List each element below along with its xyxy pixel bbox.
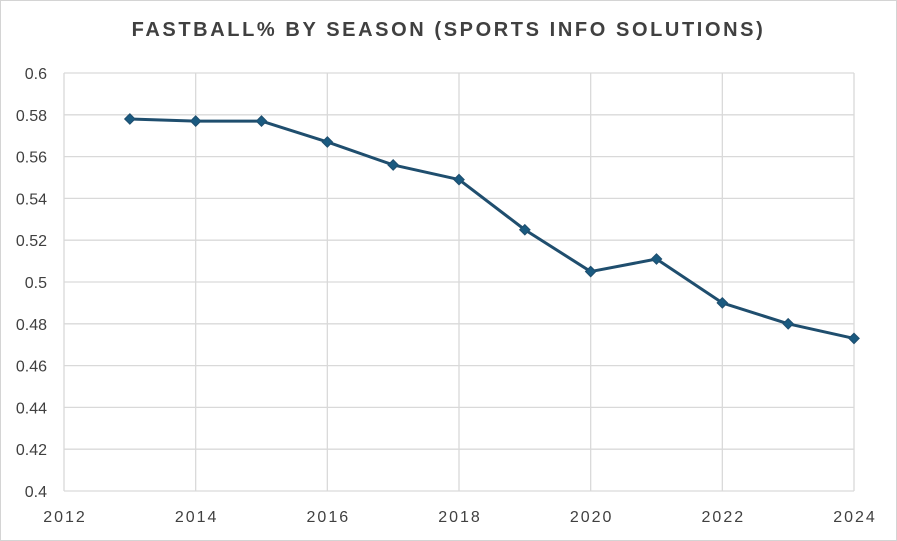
data-point-marker <box>782 317 795 330</box>
x-tick-label: 2014 <box>175 509 219 526</box>
x-tick-label: 2022 <box>702 509 746 526</box>
data-point-marker <box>123 113 136 125</box>
y-tick-label: 0.44 <box>16 400 47 417</box>
y-tick-label: 0.54 <box>16 191 47 208</box>
x-tick-label: 2018 <box>438 509 482 526</box>
data-point-marker <box>453 173 465 186</box>
y-tick-label: 0.6 <box>25 66 47 83</box>
y-tick-label: 0.42 <box>16 442 47 459</box>
data-point-marker <box>321 136 334 148</box>
x-tick-label: 2024 <box>833 509 877 526</box>
data-point-marker <box>584 265 597 278</box>
series-line <box>128 117 856 340</box>
x-tick-label: 2016 <box>307 509 351 526</box>
gridlines <box>63 72 855 492</box>
series-group <box>123 113 860 345</box>
chart-title: FASTBALL% BY SEASON (SPORTS INFO SOLUTIO… <box>131 19 766 41</box>
data-point-marker <box>387 159 400 171</box>
data-point-marker <box>716 296 729 309</box>
data-point-marker <box>518 223 531 236</box>
y-tick-label: 0.5 <box>25 275 47 292</box>
data-point-marker <box>189 115 202 127</box>
y-tick-label: 0.46 <box>16 359 47 376</box>
y-tick-label: 0.56 <box>16 150 47 167</box>
x-tick-label: 2020 <box>570 509 614 526</box>
y-tick-label: 0.4 <box>25 484 47 501</box>
data-point-marker <box>848 332 860 345</box>
y-tick-label: 0.52 <box>16 233 47 250</box>
y-tick-label: 0.48 <box>16 317 47 334</box>
y-tick-label: 0.58 <box>16 108 47 125</box>
y-axis-tick-labels: 0.4 0.42 0.44 0.46 0.48 0.5 0.52 0.54 0.56 0.58 0.… <box>16 66 47 501</box>
x-axis-tick-labels: 2012 2014 2016 2018 2020 2022 2024 <box>43 509 877 526</box>
data-point-marker <box>650 253 663 265</box>
data-point-marker <box>255 115 268 127</box>
x-tick-label: 2012 <box>43 509 87 526</box>
